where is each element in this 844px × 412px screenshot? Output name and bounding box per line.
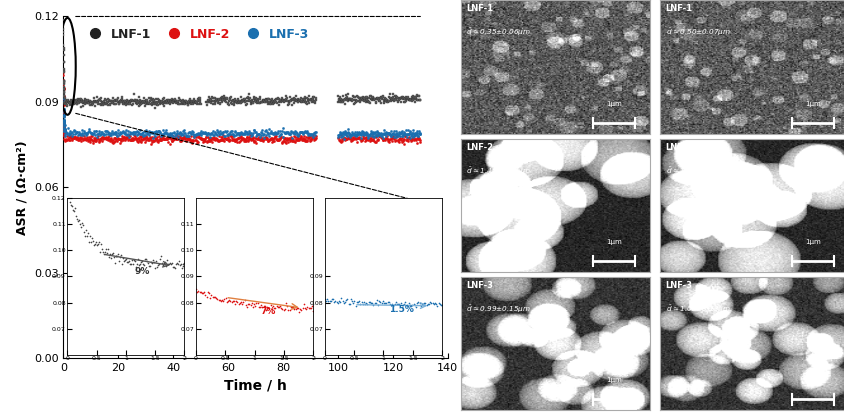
Text: $\bar{d}\approx$0.35±0.06μm: $\bar{d}\approx$0.35±0.06μm [466, 27, 531, 38]
X-axis label: Time / h: Time / h [224, 379, 287, 393]
Text: $\bar{d}\approx$1.02±0.13μm: $\bar{d}\approx$1.02±0.13μm [665, 303, 730, 315]
Text: 1μm: 1μm [605, 101, 621, 107]
Text: $\bar{d}\approx$1.79±0.34μm: $\bar{d}\approx$1.79±0.34μm [665, 165, 730, 177]
Text: 1μm: 1μm [804, 377, 820, 383]
Text: $\bar{d}\approx$1.44±0.34μm: $\bar{d}\approx$1.44±0.34μm [466, 165, 531, 177]
Text: $\bar{d}\approx$0.50±0.07μm: $\bar{d}\approx$0.50±0.07μm [665, 27, 730, 38]
Y-axis label: ASR / (Ω·cm²): ASR / (Ω·cm²) [15, 140, 28, 235]
Text: 1μm: 1μm [804, 239, 820, 245]
Text: LNF-1: LNF-1 [466, 5, 493, 14]
Text: 1μm: 1μm [605, 377, 621, 383]
Text: LNF-2: LNF-2 [665, 143, 692, 152]
Text: 1μm: 1μm [804, 101, 820, 107]
Text: 1μm: 1μm [605, 239, 621, 245]
Text: $\bar{d}\approx$0.99±0.15μm: $\bar{d}\approx$0.99±0.15μm [466, 303, 531, 315]
Text: LNF-1: LNF-1 [665, 5, 692, 14]
Text: LNF-3: LNF-3 [466, 281, 493, 290]
Text: LNF-2: LNF-2 [466, 143, 493, 152]
Text: LNF-3: LNF-3 [665, 281, 692, 290]
Legend: LNF-1, LNF-2, LNF-3: LNF-1, LNF-2, LNF-3 [77, 23, 314, 46]
